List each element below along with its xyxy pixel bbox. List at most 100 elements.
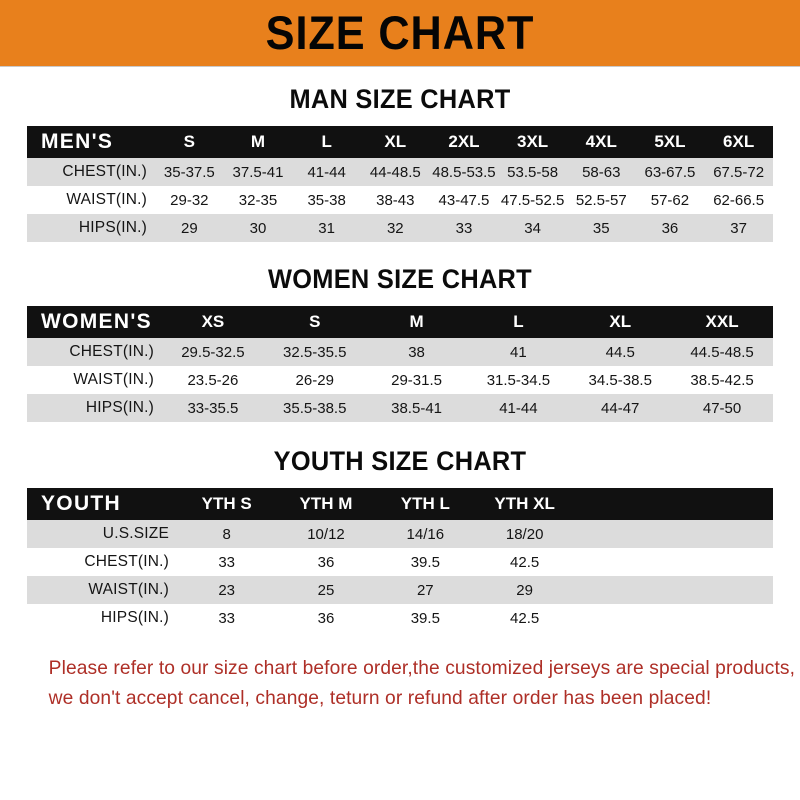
men-table-body: MEN'S S M L XL 2XL 3XL 4XL 5XL 6XL CHEST(IN.) 35-37…: [27, 126, 773, 242]
youth-size-section: YOUTH SIZE CHART YOUTH YTH S YTH M YTH L YTH…: [27, 446, 773, 632]
men-cell-2-6: 35: [592, 219, 610, 237]
women-table-wrapper: WOMEN'S XS S M L XL XXL CHEST(IN.) 29.5-32.5 32.5…: [27, 306, 773, 422]
men-cell-0-7: 63-67.5: [644, 163, 696, 181]
men-size-header-2: L: [321, 132, 332, 151]
order-policy-note-line-2: we don't accept cancel, change, teturn o…: [48, 686, 712, 709]
men-cell-1-2: 35-38: [307, 191, 346, 209]
men-cell-1-6: 52.5-57: [575, 191, 627, 209]
youth-cell-1-1: 36: [317, 553, 335, 571]
men-cell-2-3: 32: [386, 219, 404, 237]
women-header-label: WOMEN'S: [41, 310, 152, 333]
youth-cell-3-5: [674, 604, 773, 632]
men-row-label-0: CHEST(IN.): [62, 163, 147, 180]
men-cell-2-7: 36: [661, 219, 679, 237]
men-cell-0-3: 44-48.5: [369, 163, 421, 181]
women-cell-1-3: 31.5-34.5: [486, 371, 551, 389]
men-size-header-7: 5XL: [654, 132, 686, 151]
youth-cell-3-0: 33: [218, 609, 235, 627]
youth-header-row: YOUTH YTH S YTH M YTH L YTH XL: [27, 488, 773, 520]
women-size-header-4: XL: [609, 312, 632, 331]
youth-section-title: YOUTH SIZE CHART: [273, 446, 527, 476]
men-cell-2-1: 30: [249, 219, 267, 237]
women-cell-1-5: 38.5-42.5: [690, 371, 754, 389]
order-policy-note-line-1: Please refer to our size chart before or…: [48, 657, 796, 679]
order-policy-note: Please refer to our size chart before or…: [27, 654, 796, 713]
women-section-title: WOMEN SIZE CHART: [268, 264, 532, 294]
youth-cell-0-4: [574, 520, 673, 548]
men-size-header-1: M: [250, 132, 266, 151]
men-cell-2-2: 31: [318, 219, 335, 237]
table-row: WAIST(IN.) 23 25 27 29: [27, 576, 773, 604]
youth-cell-0-0: 8: [222, 525, 231, 543]
women-header-row: WOMEN'S XS S M L XL XXL: [27, 306, 773, 338]
women-size-header-2: M: [409, 312, 424, 331]
men-cell-2-0: 29: [180, 219, 198, 237]
youth-cell-1-5: [674, 548, 773, 576]
men-size-header-4: 2XL: [448, 132, 480, 151]
youth-size-header-3: YTH XL: [494, 494, 555, 513]
women-cell-1-2: 29-31.5: [391, 371, 442, 389]
women-cell-0-0: 29.5-32.5: [181, 343, 245, 361]
youth-cell-2-4: [574, 576, 673, 604]
men-cell-2-4: 33: [455, 219, 473, 237]
youth-cell-1-3: 42.5: [510, 553, 540, 571]
women-cell-0-2: 38: [408, 343, 425, 361]
men-cell-1-1: 32-35: [238, 191, 278, 209]
women-cell-1-0: 23.5-26: [187, 371, 239, 389]
table-row: CHEST(IN.) 35-37.5 37.5-41 41-44 44-48.5 48.5…: [27, 158, 773, 186]
table-row: HIPS(IN.) 29 30 31 32 33 34 35 36 37: [27, 214, 773, 242]
youth-size-header-0: YTH S: [201, 494, 252, 513]
youth-row-label-3: HIPS(IN.): [100, 609, 169, 626]
women-cell-2-0: 33-35.5: [187, 399, 239, 417]
women-row-label-2: HIPS(IN.): [85, 399, 154, 416]
table-row: HIPS(IN.) 33-35.5 35.5-38.5 38.5-41 41-44 44-…: [27, 394, 773, 422]
men-size-header-6: 4XL: [585, 132, 617, 151]
women-cell-0-4: 44.5: [605, 343, 635, 361]
size-chart-sheet: MAN SIZE CHART MEN'S S M L XL 2XL 3XL 4XL 5XL 6XL…: [0, 84, 800, 713]
men-size-header-0: S: [183, 132, 195, 151]
women-row-label-0: CHEST(IN.): [69, 343, 154, 360]
men-cell-0-2: 41-44: [307, 163, 346, 181]
men-cell-1-3: 38-43: [376, 191, 415, 209]
youth-cell-3-2: 39.5: [410, 609, 440, 627]
men-cell-0-8: 67.5-72: [713, 163, 765, 181]
youth-cell-0-2: 14/16: [406, 525, 445, 543]
women-size-header-5: XXL: [705, 312, 739, 331]
men-cell-0-4: 48.5-53.5: [432, 163, 496, 181]
table-row: HIPS(IN.) 33 36 39.5 42.5: [27, 604, 773, 632]
youth-cell-3-1: 36: [317, 609, 335, 627]
men-section-title: MAN SIZE CHART: [289, 84, 511, 114]
youth-size-header-5: [674, 488, 773, 520]
women-size-section: WOMEN SIZE CHART WOMEN'S XS S M L XL XXL CHEST(…: [27, 264, 773, 422]
youth-table-wrapper: YOUTH YTH S YTH M YTH L YTH XL U.S.SIZE 8 10/12…: [27, 488, 773, 632]
men-cell-1-5: 47.5-52.5: [500, 191, 565, 209]
men-cell-1-7: 57-62: [650, 191, 690, 209]
men-header-label: MEN'S: [41, 130, 114, 153]
youth-cell-2-1: 25: [317, 581, 335, 599]
youth-cell-2-0: 23: [218, 581, 235, 599]
youth-cell-0-5: [674, 520, 773, 548]
table-row: WAIST(IN.) 23.5-26 26-29 29-31.5 31.5-34.5 34…: [27, 366, 773, 394]
table-row: CHEST(IN.) 33 36 39.5 42.5: [27, 548, 773, 576]
men-cell-2-8: 37: [730, 219, 747, 237]
women-cell-1-4: 34.5-38.5: [588, 371, 652, 389]
women-cell-2-1: 35.5-38.5: [283, 399, 347, 417]
men-cell-0-0: 35-37.5: [163, 163, 215, 181]
youth-header-label: YOUTH: [41, 492, 121, 515]
men-cell-1-8: 62-66.5: [713, 191, 765, 209]
youth-row-label-1: CHEST(IN.): [84, 553, 169, 570]
youth-cell-1-0: 33: [218, 553, 235, 571]
men-header-row: MEN'S S M L XL 2XL 3XL 4XL 5XL 6XL: [27, 126, 773, 158]
youth-cell-2-2: 27: [416, 581, 434, 599]
women-cell-2-2: 38.5-41: [391, 399, 442, 417]
table-row: WAIST(IN.) 29-32 32-35 35-38 38-43 43-47.5 47.…: [27, 186, 773, 214]
men-size-section: MAN SIZE CHART MEN'S S M L XL 2XL 3XL 4XL 5XL 6XL…: [27, 84, 773, 242]
men-cell-0-1: 37.5-41: [232, 163, 284, 181]
men-cell-2-5: 34: [524, 219, 541, 237]
men-cell-0-5: 53.5-58: [507, 163, 559, 181]
youth-row-label-0: U.S.SIZE: [102, 525, 169, 542]
women-cell-2-4: 44-47: [601, 399, 640, 417]
women-row-label-1: WAIST(IN.): [73, 371, 154, 388]
youth-size-header-1: YTH M: [299, 494, 353, 513]
men-size-header-3: XL: [384, 132, 407, 151]
